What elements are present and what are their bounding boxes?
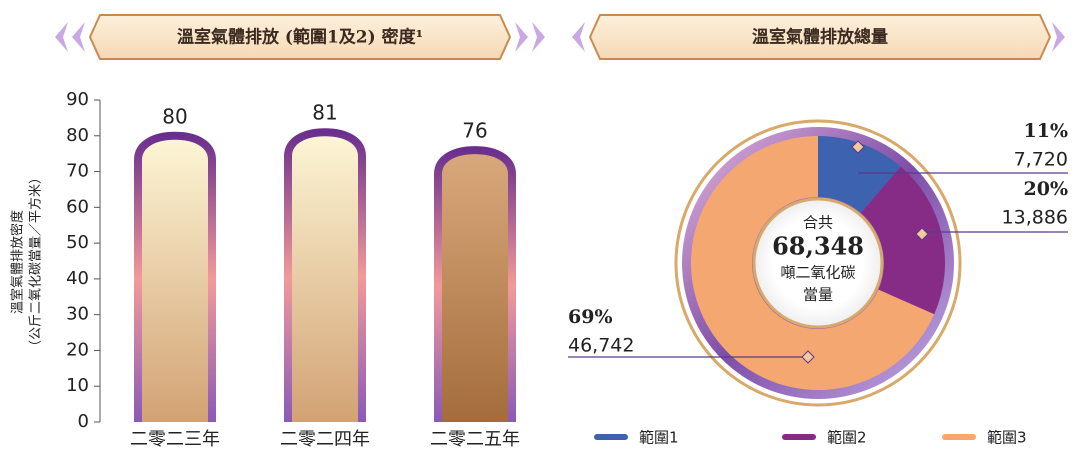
- percent-label: 69%: [568, 306, 613, 328]
- value-label: 7,720: [1014, 149, 1068, 171]
- legend-label: 範圍1: [639, 429, 679, 447]
- value-label: 81: [312, 101, 337, 125]
- center-title: 合共: [803, 214, 833, 232]
- x-tick-label: 二零二四年: [280, 429, 370, 450]
- y-tick-label: 40: [66, 268, 89, 289]
- value-label: 13,886: [1002, 207, 1068, 229]
- value-label: 76: [462, 119, 487, 143]
- value-label: 46,742: [568, 335, 634, 357]
- y-axis-label: 溫室氣體排放密度: [10, 210, 26, 314]
- y-tick-label: 50: [66, 232, 89, 253]
- page: 溫室氣體排放 (範圍1及2) 密度¹ 溫室氣體排放總量 溫室氣體排放密度 （公斤…: [0, 0, 1075, 451]
- percent-label: 11%: [1024, 120, 1069, 142]
- percent-label: 20%: [1024, 178, 1069, 200]
- center-unit: 當量: [803, 286, 833, 304]
- chart-title: 溫室氣體排放總量: [752, 27, 888, 48]
- y-tick-label: 90: [66, 89, 89, 110]
- y-tick-label: 0: [78, 411, 89, 432]
- y-tick-label: 30: [66, 304, 89, 325]
- y-tick-label: 70: [66, 161, 89, 182]
- y-tick-label: 10: [66, 375, 89, 396]
- center-unit: 噸二氧化碳: [780, 264, 855, 282]
- chart-title: 溫室氣體排放 (範圍1及2) 密度¹: [177, 27, 423, 48]
- bar: [438, 150, 512, 422]
- x-tick-label: 二零二三年: [130, 429, 220, 450]
- y-tick-label: 80: [66, 125, 89, 146]
- bar: [288, 132, 362, 422]
- legend-label: 範圍3: [987, 429, 1027, 447]
- bar: [138, 136, 212, 422]
- y-axis-label: （公斤二氧化碳當量／平方米）: [28, 171, 44, 353]
- x-tick-label: 二零二五年: [430, 429, 520, 450]
- center-total: 68,348: [772, 232, 864, 261]
- legend-label: 範圍2: [827, 429, 867, 447]
- y-tick-label: 20: [66, 339, 89, 360]
- y-tick-label: 60: [66, 196, 89, 217]
- value-label: 80: [162, 104, 187, 128]
